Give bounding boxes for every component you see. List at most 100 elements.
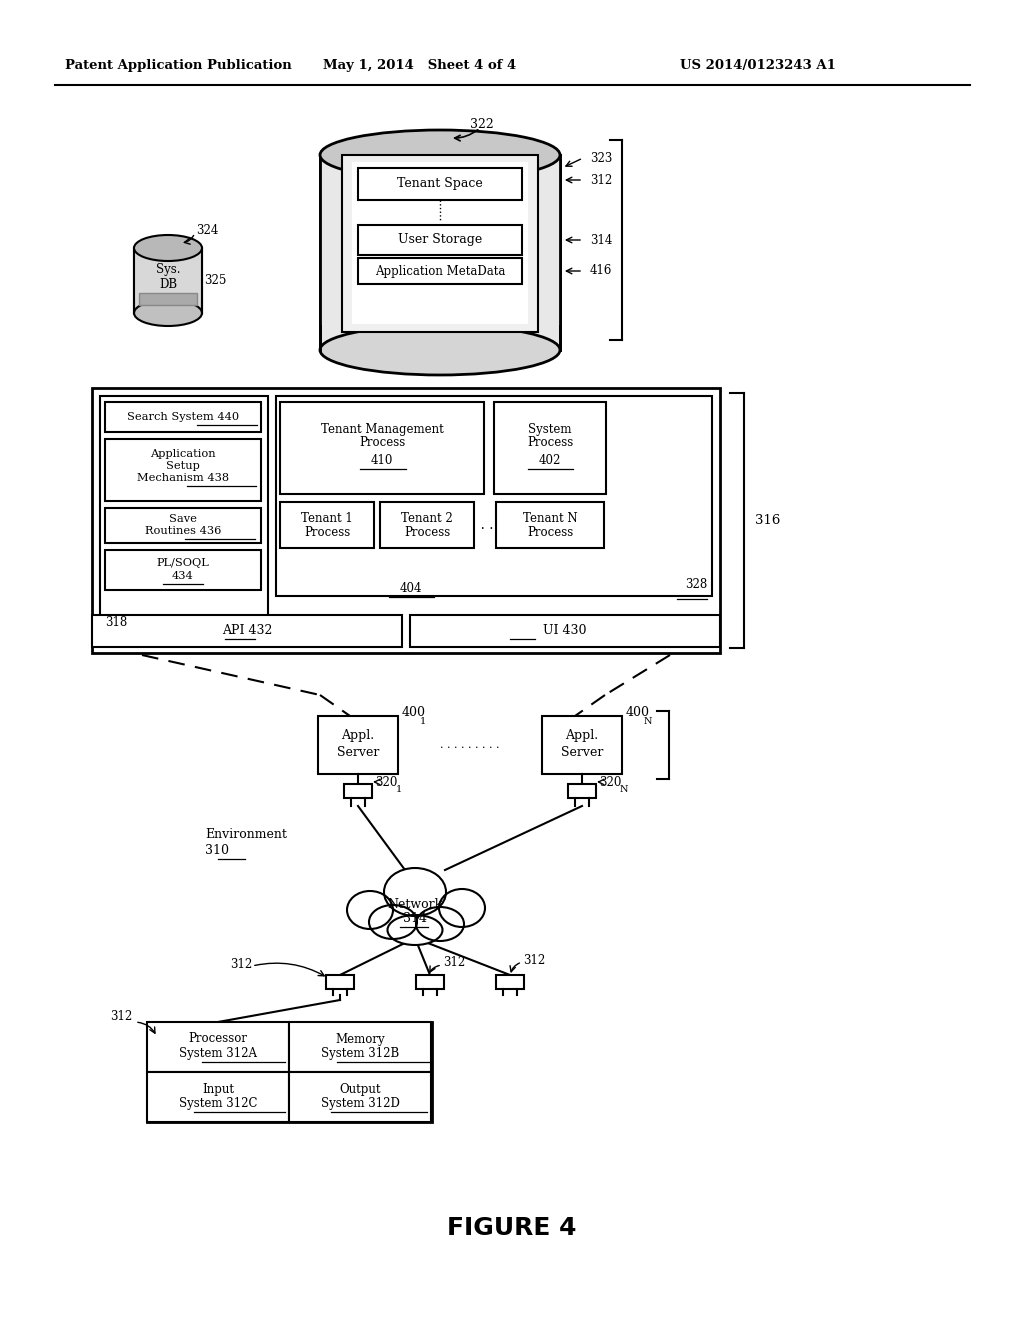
Text: US 2014/0123243 A1: US 2014/0123243 A1 <box>680 58 836 71</box>
Text: Memory: Memory <box>335 1032 385 1045</box>
Ellipse shape <box>134 300 202 326</box>
Text: Application: Application <box>151 449 216 459</box>
Text: 314: 314 <box>590 234 612 247</box>
Bar <box>542 715 622 774</box>
Text: 312: 312 <box>230 958 252 972</box>
Text: PL/SOQL: PL/SOQL <box>157 558 209 568</box>
Text: 400: 400 <box>626 706 650 719</box>
Bar <box>496 502 604 548</box>
Text: 322: 322 <box>470 119 494 132</box>
Text: User Storage: User Storage <box>398 234 482 247</box>
Bar <box>105 440 261 502</box>
Text: 320: 320 <box>599 776 622 788</box>
Text: . . . . . . . . .: . . . . . . . . . <box>440 741 500 750</box>
Text: System 312D: System 312D <box>321 1097 399 1110</box>
Text: Patent Application Publication: Patent Application Publication <box>65 58 292 71</box>
Text: System 312B: System 312B <box>321 1048 399 1060</box>
Bar <box>147 1072 289 1122</box>
Text: 434: 434 <box>172 572 194 581</box>
Ellipse shape <box>369 906 417 939</box>
Text: 400: 400 <box>402 706 426 719</box>
Text: System: System <box>528 422 571 436</box>
Text: Process: Process <box>358 437 406 450</box>
Text: 310: 310 <box>205 845 229 858</box>
Text: 1: 1 <box>420 717 426 726</box>
Text: Process: Process <box>403 527 451 540</box>
Bar <box>289 1022 431 1072</box>
Text: Server: Server <box>561 746 603 759</box>
Bar <box>319 154 560 325</box>
Ellipse shape <box>134 235 202 261</box>
Bar <box>105 508 261 543</box>
Text: 416: 416 <box>590 264 612 277</box>
Text: Appl.: Appl. <box>565 730 599 742</box>
Text: Tenant N: Tenant N <box>522 512 578 525</box>
Bar <box>496 975 524 989</box>
Text: Mechanism 438: Mechanism 438 <box>137 473 229 483</box>
Bar <box>380 502 474 548</box>
Text: Output: Output <box>339 1082 381 1096</box>
Text: API 432: API 432 <box>222 624 272 638</box>
Text: May 1, 2014   Sheet 4 of 4: May 1, 2014 Sheet 4 of 4 <box>324 58 517 71</box>
Text: N: N <box>620 784 629 793</box>
Text: 312: 312 <box>443 956 465 969</box>
Text: Tenant 1: Tenant 1 <box>301 512 353 525</box>
Bar <box>280 502 374 548</box>
Text: 316: 316 <box>755 513 780 527</box>
Bar <box>147 1022 432 1122</box>
Bar <box>568 784 596 799</box>
Text: Processor: Processor <box>188 1032 248 1045</box>
Text: System 312A: System 312A <box>179 1048 257 1060</box>
Bar <box>139 293 197 305</box>
Bar <box>358 257 522 284</box>
Text: . . .: . . . <box>472 517 494 532</box>
Text: System 312C: System 312C <box>179 1097 257 1110</box>
Text: 312: 312 <box>590 173 612 186</box>
Bar <box>280 403 484 494</box>
Text: 318: 318 <box>105 616 127 630</box>
Text: 312: 312 <box>110 1011 132 1023</box>
Ellipse shape <box>387 915 442 945</box>
Text: Appl.: Appl. <box>341 730 375 742</box>
Text: 1: 1 <box>396 784 402 793</box>
Text: Routines 436: Routines 436 <box>144 525 221 536</box>
Text: 410: 410 <box>371 454 393 467</box>
Text: Sys.: Sys. <box>156 264 180 276</box>
Bar <box>352 162 528 323</box>
Bar <box>100 396 268 634</box>
Ellipse shape <box>416 907 464 941</box>
Text: Input: Input <box>202 1082 234 1096</box>
Bar <box>105 403 261 432</box>
Text: Tenant Space: Tenant Space <box>397 177 483 190</box>
Text: Tenant 2: Tenant 2 <box>401 512 453 525</box>
Text: 324: 324 <box>196 223 218 236</box>
Ellipse shape <box>347 891 393 929</box>
Text: Network: Network <box>387 899 442 912</box>
Bar <box>326 975 354 989</box>
Ellipse shape <box>319 129 560 180</box>
Text: FIGURE 4: FIGURE 4 <box>447 1216 577 1239</box>
Ellipse shape <box>384 869 446 916</box>
Text: Tenant Management: Tenant Management <box>321 422 443 436</box>
Text: 314: 314 <box>403 912 427 925</box>
Text: 323: 323 <box>590 152 612 165</box>
Text: UI 430: UI 430 <box>544 624 587 638</box>
Text: Server: Server <box>337 746 379 759</box>
Bar <box>92 388 720 653</box>
Text: Application MetaData: Application MetaData <box>375 264 505 277</box>
Text: Process: Process <box>527 527 573 540</box>
Text: 312: 312 <box>523 953 545 966</box>
Text: Search System 440: Search System 440 <box>127 412 239 422</box>
Text: DB: DB <box>159 279 177 292</box>
Bar <box>105 550 261 590</box>
Ellipse shape <box>319 325 560 375</box>
Text: Save: Save <box>169 513 197 524</box>
Bar <box>289 1072 431 1122</box>
Bar <box>358 224 522 255</box>
Bar <box>134 248 202 300</box>
Bar <box>92 615 402 647</box>
Text: N: N <box>644 717 652 726</box>
Bar <box>318 715 398 774</box>
Text: 328: 328 <box>685 578 707 591</box>
Bar <box>276 396 712 597</box>
